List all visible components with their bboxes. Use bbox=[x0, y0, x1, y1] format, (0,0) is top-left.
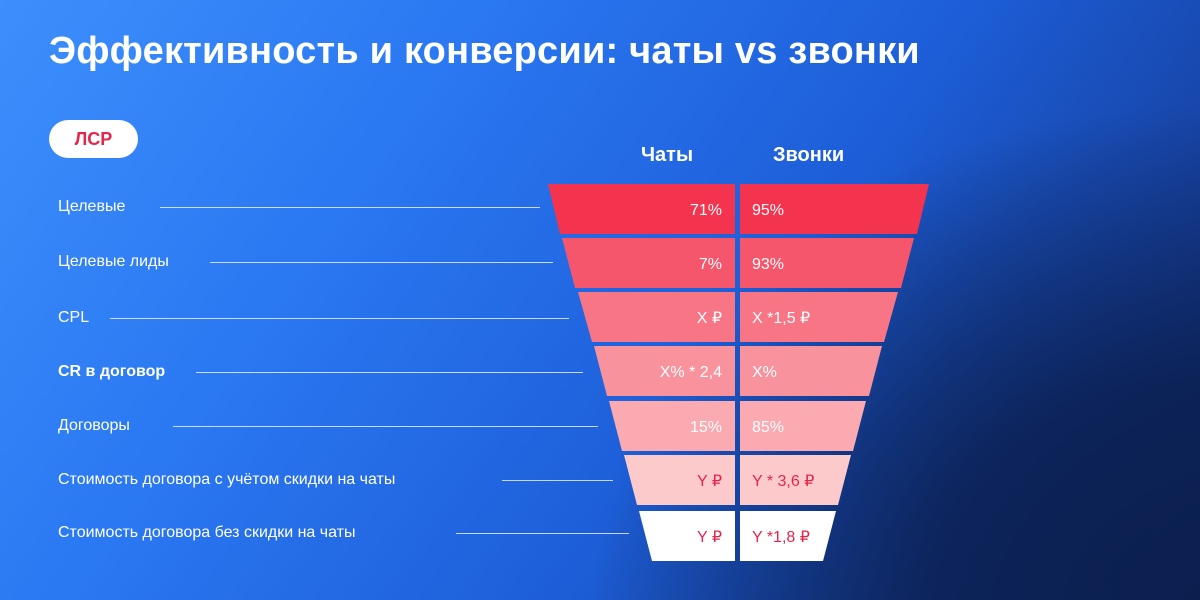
funnel-segment-calls bbox=[740, 292, 898, 342]
value-chats: 7% bbox=[699, 256, 722, 273]
funnel-segment-calls bbox=[740, 184, 929, 234]
leader-line bbox=[502, 480, 613, 481]
leader-line bbox=[210, 262, 553, 263]
funnel-segment-calls bbox=[740, 346, 882, 396]
funnel-segment-chats bbox=[609, 401, 735, 451]
row-label: Стоимость договора с учётом скидки на ча… bbox=[58, 471, 396, 488]
value-calls: X *1,5 ₽ bbox=[752, 310, 810, 327]
company-badge: ЛСР bbox=[49, 120, 138, 158]
value-chats: 71% bbox=[690, 202, 722, 219]
leader-line bbox=[160, 207, 540, 208]
value-calls: X% bbox=[752, 364, 777, 381]
funnel-segment-chats bbox=[639, 511, 735, 561]
row-label: Целевые bbox=[58, 198, 126, 215]
value-chats: 15% bbox=[690, 419, 722, 436]
funnel-segment-chats bbox=[594, 346, 735, 396]
page-title: Эффективность и конверсии: чаты vs звонк… bbox=[49, 30, 920, 72]
column-header-calls: Звонки bbox=[773, 144, 845, 166]
funnel-segment-calls bbox=[740, 401, 866, 451]
value-chats: X% * 2,4 bbox=[660, 364, 722, 381]
value-chats: Y ₽ bbox=[697, 473, 722, 490]
value-chats: X ₽ bbox=[697, 310, 722, 327]
funnel-segment-chats bbox=[562, 238, 735, 288]
row-label: Договоры bbox=[58, 417, 130, 434]
leader-line bbox=[196, 372, 583, 373]
column-header-chats: Чаты bbox=[641, 144, 694, 166]
funnel-segment-calls bbox=[740, 238, 914, 288]
value-calls: Y *1,8 ₽ bbox=[752, 529, 810, 546]
value-chats: Y ₽ bbox=[697, 529, 722, 546]
row-label: CR в договор bbox=[58, 363, 166, 380]
leader-line bbox=[173, 426, 598, 427]
value-calls: 95% bbox=[752, 202, 784, 219]
row-label: Стоимость договора без скидки на чаты bbox=[58, 524, 356, 541]
value-calls: 93% bbox=[752, 256, 784, 273]
funnel-segment-chats bbox=[624, 455, 735, 505]
leader-line bbox=[110, 318, 569, 319]
leader-line bbox=[456, 533, 629, 534]
funnel-segment-calls bbox=[740, 511, 836, 561]
value-calls: Y * 3,6 ₽ bbox=[752, 473, 814, 490]
funnel-segment-chats bbox=[548, 184, 735, 234]
value-calls: 85% bbox=[752, 419, 784, 436]
funnel-segment-chats bbox=[578, 292, 735, 342]
row-label: CPL bbox=[58, 309, 90, 326]
funnel-segment-calls bbox=[740, 455, 851, 505]
row-label: Целевые лиды bbox=[58, 253, 169, 270]
